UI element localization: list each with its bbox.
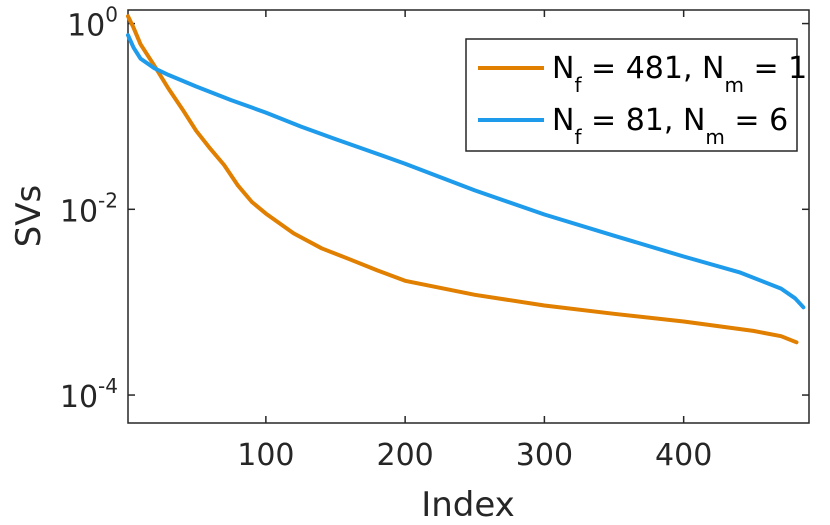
series-line-2: [126, 33, 806, 310]
y-tick-label: 10-4: [60, 374, 118, 415]
y-axis-title: SVs: [9, 185, 49, 248]
series-group: [126, 14, 806, 345]
legend-label: Nf = 481, Nm = 1: [552, 51, 807, 97]
x-tick-label: 100: [237, 438, 294, 473]
legend: Nf = 481, Nm = 1 Nf = 81, Nm = 6: [465, 38, 807, 152]
y-tick-label: 10-2: [60, 188, 118, 229]
x-tick-label: 400: [655, 438, 712, 473]
legend-label: Nf = 81, Nm = 6: [552, 103, 788, 149]
ticks: 100 200 300 400 10-4 10-2 100: [60, 3, 809, 473]
x-tick-label: 200: [377, 438, 434, 473]
legend-box: [465, 38, 798, 152]
x-axis-title: Index: [421, 485, 515, 525]
x-tick-label: 300: [516, 438, 573, 473]
series-line-1: [126, 14, 799, 345]
y-tick-label: 100: [67, 3, 118, 44]
